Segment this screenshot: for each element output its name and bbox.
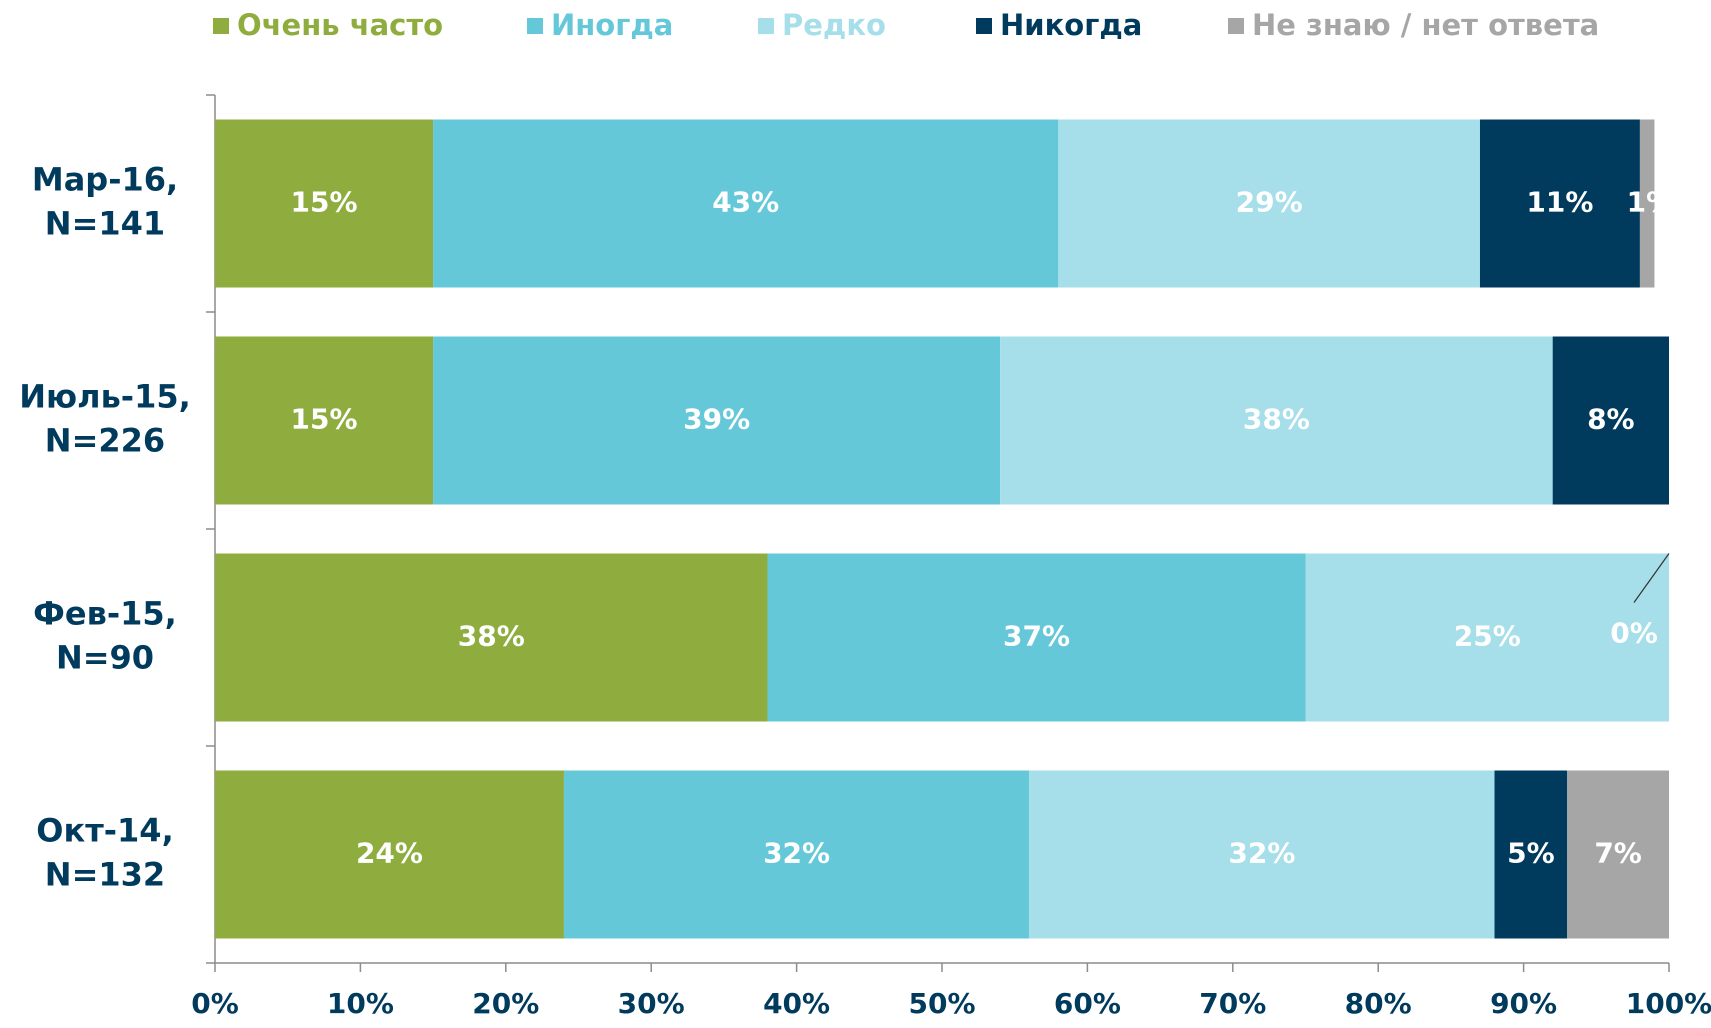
bar-segment	[563, 770, 1030, 939]
x-tick-label: 10%	[327, 987, 394, 1020]
x-tick-label: 90%	[1490, 987, 1557, 1020]
x-tick-label: 50%	[908, 987, 975, 1020]
data-label: 5%	[1507, 837, 1555, 870]
legend-swatch	[527, 18, 543, 34]
legend-label: Иногда	[551, 8, 673, 42]
bar-segment	[433, 336, 1001, 505]
x-tick-label: 40%	[763, 987, 830, 1020]
legend-swatch	[758, 18, 774, 34]
legend-label: Редко	[782, 8, 886, 42]
legend-label: Не знаю / нет ответа	[1252, 8, 1599, 42]
bar-segment	[1000, 336, 1553, 505]
leader-line	[1633, 553, 1670, 603]
x-tick-label: 30%	[618, 987, 685, 1020]
bar-segment	[215, 553, 768, 722]
x-tick-label: 0%	[191, 987, 239, 1020]
data-label: 38%	[458, 620, 525, 653]
legend-label: Очень часто	[237, 8, 443, 42]
data-label: 38%	[1243, 403, 1310, 436]
data-label: 15%	[291, 403, 358, 436]
data-label: 37%	[1003, 620, 1070, 653]
data-label: 25%	[1454, 620, 1521, 653]
data-label: 32%	[763, 837, 830, 870]
x-tick-label: 70%	[1199, 987, 1266, 1020]
y-tick-label: Окт-14, N=132	[36, 812, 173, 894]
bar-segment	[1058, 119, 1480, 288]
data-label: 7%	[1594, 837, 1642, 870]
bar-segment	[1029, 770, 1495, 939]
bar-segment	[1552, 336, 1669, 505]
data-label: 0%	[1610, 617, 1658, 650]
bar-segment	[1305, 553, 1669, 722]
legend-swatch	[976, 18, 992, 34]
bar-segment	[215, 770, 564, 939]
data-label: 11%	[1526, 186, 1593, 219]
x-tick-label: 100%	[1626, 987, 1711, 1020]
bar-segment	[1567, 770, 1669, 939]
y-tick-label: Мар-16, N=141	[32, 161, 178, 243]
bar-segment	[1479, 119, 1640, 288]
data-label: 43%	[712, 186, 779, 219]
y-tick-label: Июль-15, N=226	[19, 378, 191, 460]
data-label: 8%	[1587, 403, 1635, 436]
bar-segment	[767, 553, 1306, 722]
bar-segment	[215, 336, 434, 505]
x-tick-label: 60%	[1054, 987, 1121, 1020]
x-tick-label: 80%	[1345, 987, 1412, 1020]
x-tick-label: 20%	[472, 987, 539, 1020]
data-label: 29%	[1236, 186, 1303, 219]
legend-swatch	[213, 18, 229, 34]
data-label: 24%	[356, 837, 423, 870]
legend-label: Никогда	[1000, 8, 1142, 42]
bar-segment	[433, 119, 1059, 288]
data-label: 1%	[1627, 186, 1675, 219]
data-label: 15%	[291, 186, 358, 219]
bar-segment	[1494, 770, 1568, 939]
y-tick-label: Фев-15, N=90	[33, 595, 177, 677]
data-label: 32%	[1228, 837, 1295, 870]
bar-segment	[215, 119, 434, 288]
bar-segment	[1639, 119, 1655, 288]
data-label: 39%	[683, 403, 750, 436]
legend-swatch	[1228, 18, 1244, 34]
